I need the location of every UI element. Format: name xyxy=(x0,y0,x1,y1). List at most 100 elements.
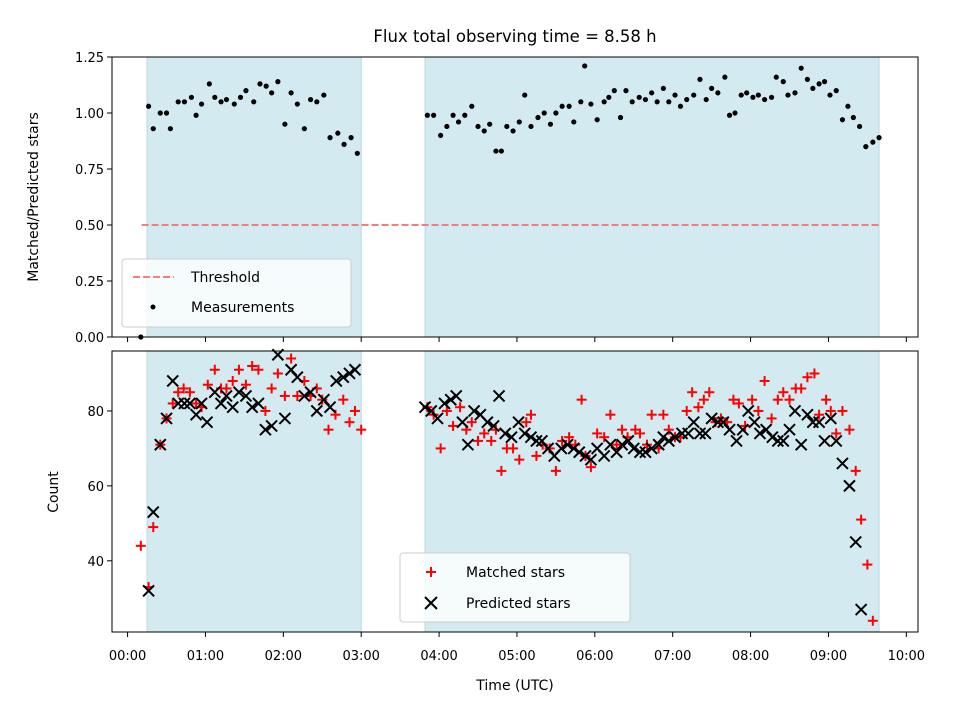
top-window-1 xyxy=(424,56,880,338)
top-y-tick-label: 0.50 xyxy=(75,219,104,234)
matched-star-point xyxy=(850,465,861,476)
predicted-star-point xyxy=(824,412,837,425)
matched-star-point xyxy=(856,514,867,525)
predicted-star-point xyxy=(147,505,160,519)
predicted-star-point xyxy=(711,415,725,429)
measurement-point xyxy=(424,112,430,118)
predicted-star-stroke-b xyxy=(487,419,500,433)
top-y-tick-label: 0.00 xyxy=(75,331,104,346)
measurement-point xyxy=(193,112,199,118)
measurement-point xyxy=(623,88,629,94)
x-axis-label: Time (UTC) xyxy=(475,678,553,694)
predicted-star-stroke-b xyxy=(693,427,707,440)
matched-star-point xyxy=(441,405,452,416)
top-y-axis: 0.00 0.25 0.50 0.75 1.00 1.25 xyxy=(75,51,112,346)
measurement-points xyxy=(138,63,882,340)
ratio-panel: 0.00 0.25 0.50 0.75 1.00 1.25 Matched/Predict… xyxy=(26,51,919,346)
measurement-point xyxy=(487,121,493,127)
predicted-star-stroke-b xyxy=(652,438,665,451)
measurement-point xyxy=(188,94,195,100)
predicted-star-stroke-b xyxy=(717,415,730,429)
matched-star-point xyxy=(617,424,628,435)
predicted-star-stroke-b xyxy=(499,427,512,440)
predicted-star-point xyxy=(505,430,518,444)
matched-star-point xyxy=(184,387,195,398)
predicted-star-stroke-b xyxy=(530,434,543,448)
predicted-star-point xyxy=(343,367,356,380)
predicted-star-stroke-b xyxy=(783,423,796,436)
predicted-star-stroke-b xyxy=(461,438,475,451)
bottom-legend-box xyxy=(399,552,631,623)
predicted-star-stroke-b xyxy=(220,389,233,403)
matched-star-point xyxy=(514,454,525,465)
predicted-star-stroke-b xyxy=(166,374,179,388)
matched-star-point xyxy=(240,379,251,390)
predicted-star-point xyxy=(788,404,802,418)
measurement-point xyxy=(559,103,565,109)
measurement-point xyxy=(768,94,775,100)
predicted-star-point xyxy=(183,397,197,410)
matched-star-point xyxy=(658,409,669,420)
predicted-star-stroke-b xyxy=(843,479,856,493)
predicted-star-stroke-b xyxy=(505,430,518,444)
measurement-point xyxy=(691,92,697,98)
predicted-star-stroke-b xyxy=(788,404,802,418)
predicted-star-point xyxy=(337,371,350,384)
predicted-star-point xyxy=(633,445,647,459)
predicted-star-point xyxy=(418,400,432,414)
predicted-star-point xyxy=(699,427,712,440)
predicted-star-point xyxy=(610,445,623,459)
matched-star-point xyxy=(508,443,519,454)
matched-star-point xyxy=(862,559,873,570)
predicted-star-stroke-b xyxy=(195,397,208,410)
predicted-star-stroke-b xyxy=(512,415,525,429)
measurement-point xyxy=(547,121,554,127)
predicted-star-point xyxy=(499,427,512,440)
matched-star-point xyxy=(448,420,459,431)
measurement-point xyxy=(850,114,856,121)
measurement-point xyxy=(450,112,456,118)
measurement-point xyxy=(804,76,811,82)
predicted-star-stroke-b xyxy=(200,415,214,429)
predicted-star-point xyxy=(492,389,506,403)
predicted-star-stroke-b xyxy=(232,386,246,399)
matched-star-point xyxy=(455,402,466,413)
measurement-point xyxy=(821,79,828,85)
matched-star-point xyxy=(209,364,220,375)
bottom-x-tick-label: 06:00 xyxy=(576,649,613,664)
matched-star-point xyxy=(148,522,159,533)
predicted-star-point xyxy=(189,408,203,421)
predicted-star-point xyxy=(298,389,311,403)
predicted-star-stroke-b xyxy=(291,371,304,384)
matched-star-point xyxy=(435,443,446,454)
predicted-star-point xyxy=(836,457,849,470)
predicted-star-point xyxy=(245,400,259,414)
matched-star-point xyxy=(809,368,820,379)
measurement-point xyxy=(243,88,249,94)
predicted-star-point xyxy=(657,430,670,444)
matched-star-point xyxy=(286,353,297,364)
predicted-star-point xyxy=(220,389,233,403)
matched-star-point xyxy=(747,394,758,405)
matched-star-point xyxy=(272,368,283,379)
matched-star-point xyxy=(191,398,202,409)
predicted-star-point xyxy=(449,389,463,403)
matched-star-point xyxy=(844,424,855,435)
predicted-star-point xyxy=(584,453,598,466)
predicted-star-stroke-b xyxy=(208,386,222,399)
legend-measurements-label: Measurements xyxy=(191,300,294,316)
measurement-point xyxy=(516,119,522,125)
measurement-point xyxy=(301,126,307,132)
measurement-point xyxy=(660,85,666,91)
measurement-point xyxy=(697,76,703,82)
measurement-point xyxy=(212,94,218,100)
matched-star-point xyxy=(349,405,360,416)
predicted-star-point xyxy=(142,584,155,597)
top-legend-box xyxy=(121,258,352,328)
matched-star-point xyxy=(531,450,542,461)
measurement-point xyxy=(755,92,761,98)
bottom-y-axis-label: Count xyxy=(46,471,62,513)
measurement-point xyxy=(510,128,516,134)
matched-star-point xyxy=(525,409,536,420)
matched-star-point xyxy=(681,405,692,416)
